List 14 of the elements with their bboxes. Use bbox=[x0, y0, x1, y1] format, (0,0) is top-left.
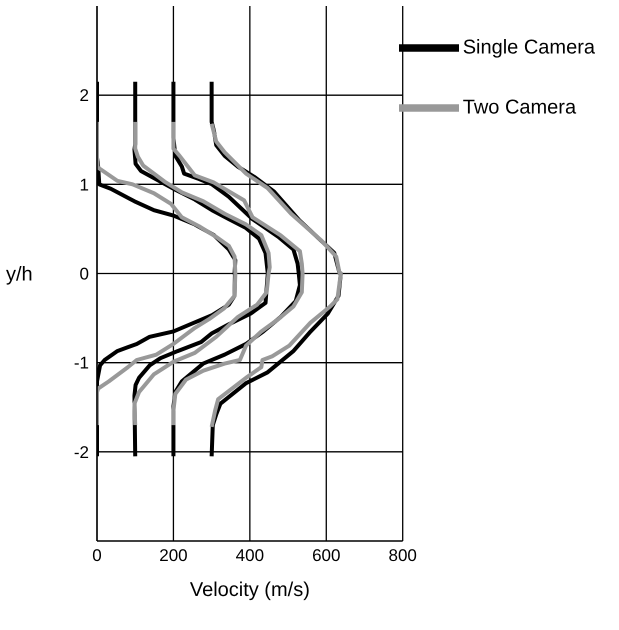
y-tick-label: 2 bbox=[80, 86, 89, 106]
x-tick-label: 400 bbox=[236, 546, 264, 566]
y-tick-label: -2 bbox=[74, 442, 89, 462]
y-tick-label: -1 bbox=[74, 354, 89, 373]
y-tick-label: 1 bbox=[80, 175, 89, 194]
y-axis-title: y/h bbox=[6, 264, 33, 286]
x-tick-label: 200 bbox=[159, 546, 188, 566]
x-axis-title: Velocity (m/s) bbox=[190, 579, 310, 601]
x-tick-label: 0 bbox=[92, 546, 102, 566]
x-tick-label: 600 bbox=[312, 546, 340, 566]
legend-label: Single Camera bbox=[462, 36, 595, 58]
legend-label: Two Camera bbox=[462, 96, 576, 118]
x-tick-label: 800 bbox=[388, 546, 417, 566]
y-tick-label: 0 bbox=[80, 264, 89, 284]
